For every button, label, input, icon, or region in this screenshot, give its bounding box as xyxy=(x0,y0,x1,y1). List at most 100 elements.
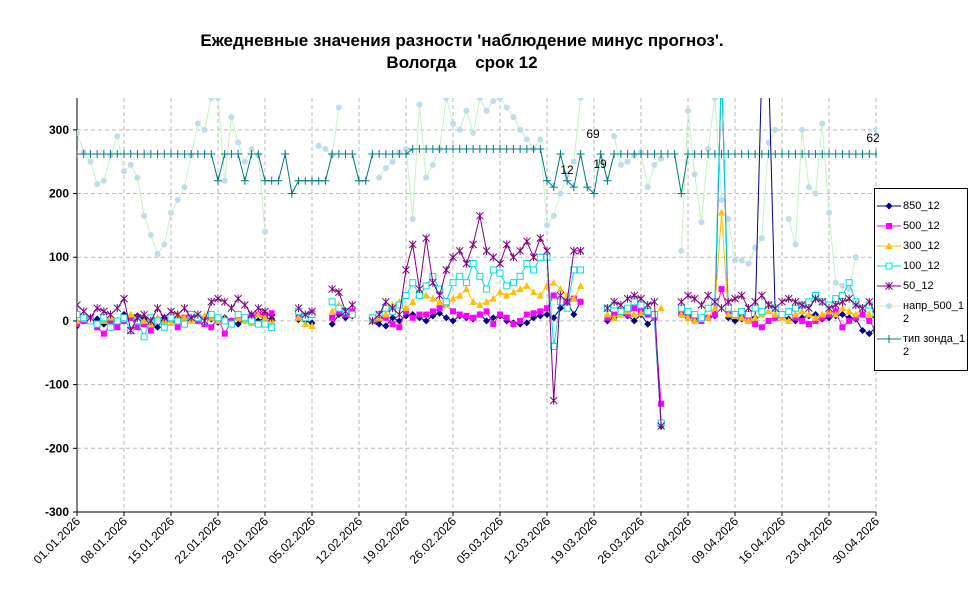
point xyxy=(113,317,121,325)
point xyxy=(826,311,832,318)
y-tick-label: 100 xyxy=(49,250,69,264)
point xyxy=(268,323,276,331)
point xyxy=(389,158,396,165)
point xyxy=(570,246,578,255)
point xyxy=(341,307,350,316)
point xyxy=(858,304,867,313)
point xyxy=(180,320,188,328)
point xyxy=(738,257,745,264)
point xyxy=(724,304,732,312)
point xyxy=(328,298,336,306)
point xyxy=(751,313,759,321)
point xyxy=(845,307,853,315)
annotation: 62 xyxy=(866,131,880,145)
point xyxy=(543,246,551,255)
point xyxy=(556,304,564,312)
point xyxy=(658,400,665,407)
point xyxy=(570,158,577,165)
point xyxy=(295,313,303,321)
point xyxy=(422,282,430,290)
point xyxy=(261,176,269,185)
point xyxy=(758,63,765,70)
point xyxy=(328,150,337,159)
point xyxy=(497,311,503,318)
point xyxy=(751,304,759,312)
point xyxy=(429,294,437,302)
point xyxy=(886,303,892,309)
point xyxy=(873,126,877,133)
point xyxy=(436,305,443,312)
point xyxy=(248,317,256,325)
point xyxy=(214,176,222,185)
point xyxy=(845,279,853,287)
point xyxy=(851,150,860,159)
point xyxy=(254,150,263,159)
point xyxy=(294,176,303,185)
point xyxy=(456,311,463,318)
point xyxy=(778,150,786,159)
point xyxy=(402,265,410,274)
point xyxy=(745,260,752,267)
point xyxy=(355,176,363,185)
point xyxy=(866,317,873,324)
point xyxy=(684,313,692,321)
point xyxy=(570,294,578,302)
point xyxy=(838,311,846,319)
point xyxy=(382,322,390,330)
y-tick-label: -200 xyxy=(45,441,69,455)
x-tick-label: 19.03.2026 xyxy=(548,514,601,567)
annotation: 12 xyxy=(560,163,574,177)
point xyxy=(127,314,134,321)
point xyxy=(550,278,558,286)
point xyxy=(100,314,108,322)
point xyxy=(335,288,343,297)
point xyxy=(684,150,692,159)
point xyxy=(456,126,463,133)
point xyxy=(435,291,444,300)
point xyxy=(691,316,699,324)
point xyxy=(395,310,404,319)
point xyxy=(154,323,162,331)
point xyxy=(644,184,651,191)
point xyxy=(167,150,175,159)
point xyxy=(86,150,95,159)
y-tick-label: 0 xyxy=(62,314,69,328)
x-tick-label: 19.02.2026 xyxy=(360,514,413,567)
point xyxy=(523,281,531,289)
point xyxy=(819,314,826,321)
point xyxy=(429,308,436,315)
point xyxy=(415,285,424,294)
point xyxy=(550,292,557,299)
point xyxy=(570,311,578,319)
legend-item: тип зонда_12 xyxy=(875,333,967,359)
point xyxy=(489,266,497,274)
series-line xyxy=(77,148,876,196)
point xyxy=(697,314,705,322)
point xyxy=(113,304,122,313)
point xyxy=(502,144,511,153)
point xyxy=(389,314,397,322)
point xyxy=(408,240,417,249)
point xyxy=(221,177,228,184)
point xyxy=(744,150,753,159)
point xyxy=(543,176,551,185)
point xyxy=(423,311,430,318)
point xyxy=(261,320,269,328)
legend-swatch xyxy=(877,262,901,270)
point xyxy=(470,314,477,321)
point xyxy=(865,330,873,338)
point xyxy=(523,237,531,246)
point xyxy=(79,150,88,159)
point xyxy=(180,313,188,321)
point xyxy=(127,310,135,318)
point xyxy=(482,246,491,255)
point xyxy=(207,311,215,319)
point xyxy=(577,98,584,101)
point xyxy=(234,311,242,319)
point xyxy=(167,314,175,322)
point xyxy=(450,308,456,315)
legend-swatch xyxy=(877,303,901,309)
point xyxy=(476,272,484,280)
legend-swatch xyxy=(877,242,901,249)
point xyxy=(382,165,389,172)
